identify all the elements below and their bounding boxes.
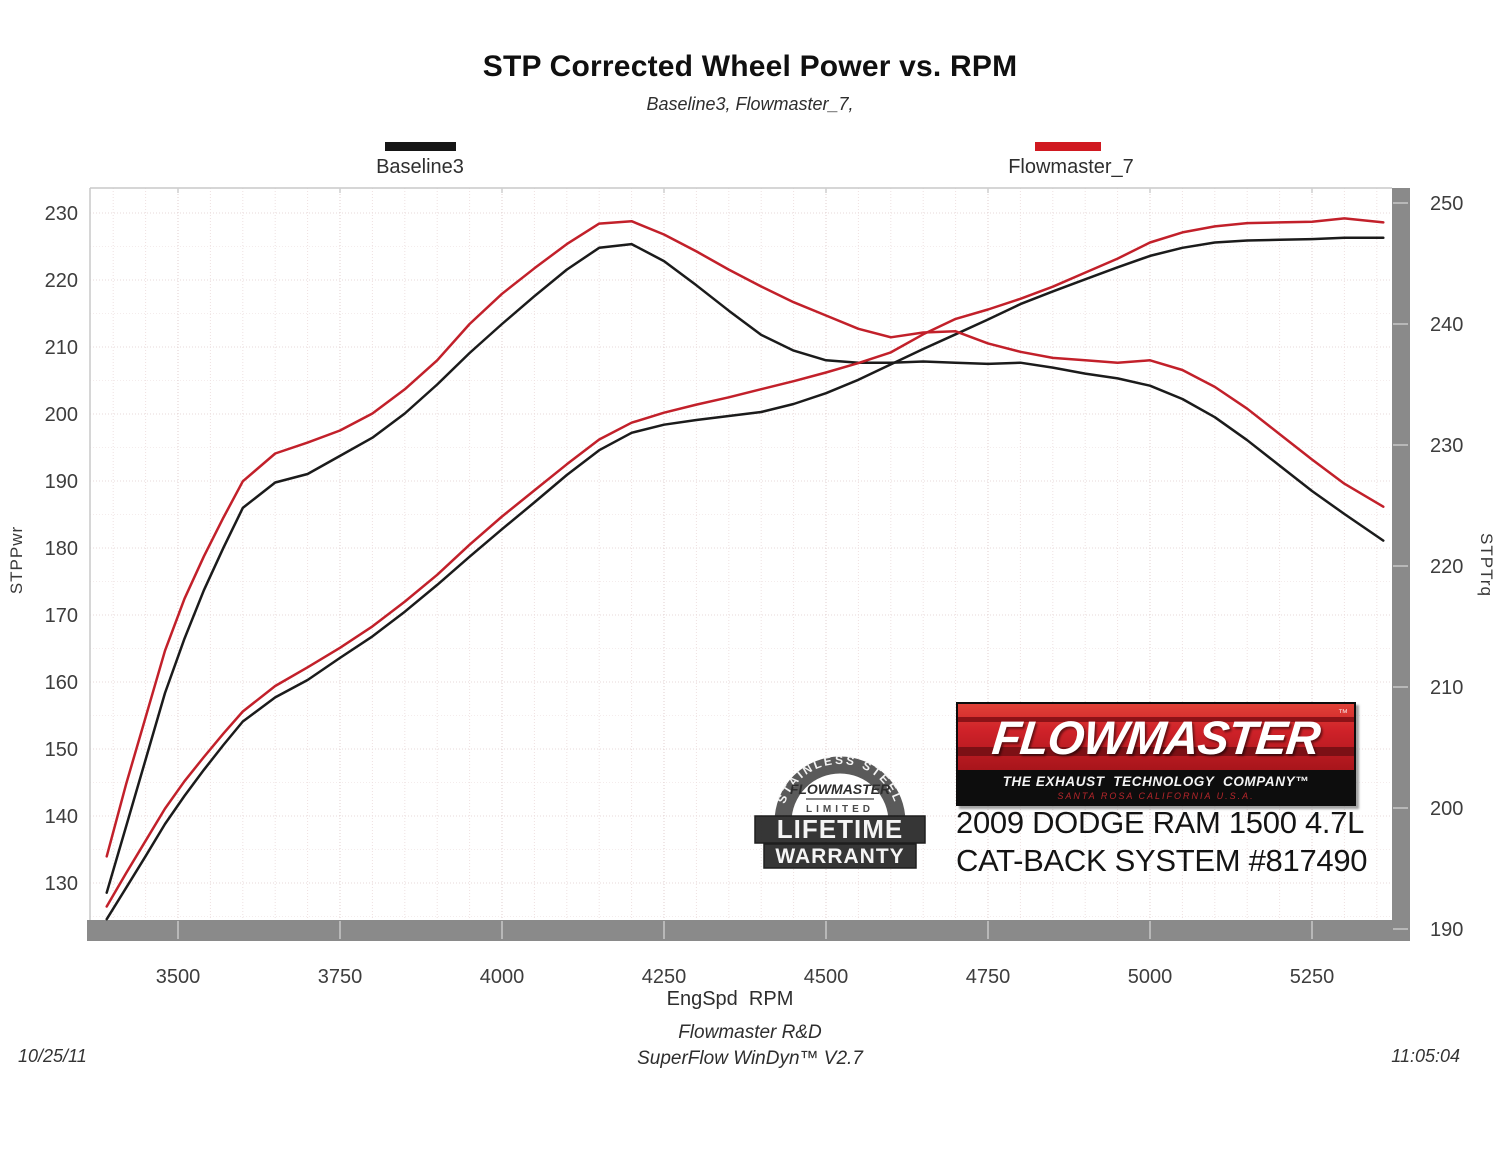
x-tick-label: 5250	[1290, 966, 1335, 988]
y-right-tick-label: 230	[1430, 435, 1463, 457]
badge-bar-1	[754, 815, 926, 844]
badge-brand-text: FLOWMASTER	[790, 781, 891, 797]
bottom-axis-bar	[87, 920, 1410, 941]
x-tick-label: 4500	[804, 966, 849, 988]
trademark-symbol: ™	[1338, 708, 1348, 719]
legend-flowmaster-label: Flowmaster_7	[1008, 156, 1134, 178]
time-stamp: 11:05:04	[1391, 1046, 1460, 1066]
logo-stripe	[958, 747, 1354, 756]
y-left-tick-label: 220	[45, 270, 78, 292]
date-stamp: 10/25/11	[18, 1046, 87, 1066]
legend-flowmaster-swatch	[1035, 142, 1101, 151]
y-left-axis-title: STPPwr	[7, 526, 26, 594]
x-tick-label: 5000	[1128, 966, 1173, 988]
y-left-tick-label: 130	[45, 873, 78, 895]
logo-address: SANTA ROSA CALIFORNIA U.S.A.	[1057, 791, 1255, 801]
x-tick-label: 3750	[318, 966, 363, 988]
y-right-tick-label: 210	[1430, 677, 1463, 699]
x-tick-label: 4750	[966, 966, 1011, 988]
series-flowmaster-7-stptrq	[105, 219, 1385, 858]
legend-baseline-swatch	[385, 142, 456, 151]
footer-rd-line: Flowmaster R&D	[678, 1022, 822, 1043]
y-right-axis-title: STPTrq	[1477, 533, 1496, 597]
badge-limited-text: LIMITED	[806, 804, 874, 815]
badge-lifetime-text: LIFETIME	[777, 814, 903, 844]
page-title: STP Corrected Wheel Power vs. RPM	[482, 50, 1018, 83]
right-axis-bar	[1392, 188, 1410, 941]
vehicle-line-2: CAT-BACK SYSTEM #817490	[956, 843, 1368, 878]
y-left-tick-label: 150	[45, 739, 78, 761]
flowmaster-logo: FLOWMASTER ™ THE EXHAUST TECHNOLOGY COMP…	[956, 702, 1356, 806]
logo-tagline: THE EXHAUST TECHNOLOGY COMPANY™	[1002, 774, 1310, 789]
flowmaster-logo-black-strip: THE EXHAUST TECHNOLOGY COMPANY™ SANTA RO…	[958, 770, 1354, 804]
chart-subtitle: Baseline3, Flowmaster_7,	[646, 94, 854, 114]
y-right-tick-label: 190	[1430, 919, 1463, 941]
x-tick-label: 4250	[642, 966, 687, 988]
badge-warranty-text: WARRANTY	[775, 845, 904, 868]
y-left-tick-label: 180	[45, 538, 78, 560]
y-left-tick-label: 210	[45, 337, 78, 359]
series-baseline3-stptrq	[105, 242, 1385, 894]
y-left-tick-label: 190	[45, 471, 78, 493]
y-left-tick-label: 200	[45, 404, 78, 426]
footer-software-line: SuperFlow WinDyn™ V2.7	[637, 1048, 863, 1069]
y-left-tick-label: 140	[45, 806, 78, 828]
x-tick-label: 3500	[156, 966, 201, 988]
flowmaster-wordmark: FLOWMASTER	[989, 711, 1323, 764]
badge-arc-band	[774, 756, 906, 823]
badge-bar-2	[763, 843, 917, 869]
y-left-tick-label: 230	[45, 203, 78, 225]
y-right-tick-label: 200	[1430, 798, 1463, 820]
logo-stripe	[958, 717, 1354, 722]
y-right-tick-label: 240	[1430, 314, 1463, 336]
vehicle-info: 2009 DODGE RAM 1500 4.7L CAT-BACK SYSTEM…	[956, 804, 1396, 880]
x-tick-label: 4000	[480, 966, 525, 988]
legend-baseline-label: Baseline3	[376, 156, 464, 178]
y-left-tick-label: 170	[45, 605, 78, 627]
x-axis-title: EngSpd RPM	[666, 988, 794, 1010]
series-flowmaster-7-stppwr	[105, 217, 1385, 908]
flowmaster-logo-red-field: FLOWMASTER ™	[958, 704, 1354, 770]
series-baseline3-stppwr	[105, 236, 1385, 921]
y-left-tick-label: 160	[45, 672, 78, 694]
y-right-tick-label: 250	[1430, 193, 1463, 215]
vehicle-line-1: 2009 DODGE RAM 1500 4.7L	[956, 805, 1365, 840]
y-right-tick-label: 220	[1430, 556, 1463, 578]
lifetime-warranty-badge: STAINLESS STEEL FLOWMASTER LIMITED LIFET…	[754, 753, 926, 869]
